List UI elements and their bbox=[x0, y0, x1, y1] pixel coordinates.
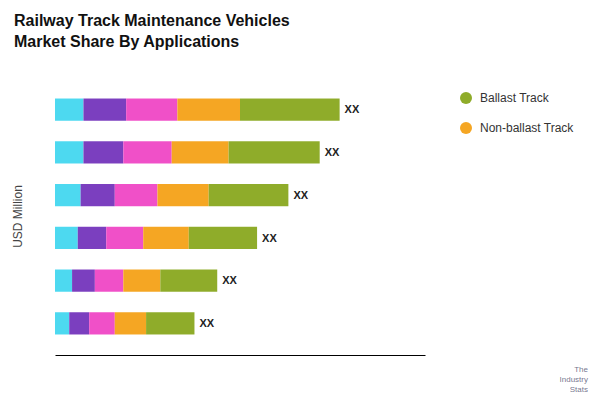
bar-segment bbox=[115, 312, 146, 334]
y-axis-label: USD Million bbox=[11, 185, 25, 248]
bar-segment bbox=[72, 270, 95, 292]
bar-segment bbox=[209, 184, 289, 206]
legend-label: Ballast Track bbox=[480, 91, 550, 105]
bar-label: XX bbox=[222, 274, 237, 286]
series bbox=[69, 99, 126, 335]
chart: Railway Track Maintenance VehiclesMarket… bbox=[0, 0, 600, 400]
bar-segment bbox=[83, 99, 126, 121]
bars bbox=[55, 99, 340, 335]
bar-segment bbox=[177, 99, 240, 121]
legend-label: Non-ballast Track bbox=[480, 121, 574, 135]
bar-label: XX bbox=[199, 317, 214, 329]
legend-swatch bbox=[460, 92, 472, 104]
legend-item: Ballast Track bbox=[460, 91, 550, 105]
bar-labels: XX XX XX XX XX XX bbox=[199, 103, 359, 329]
legend-swatch bbox=[460, 122, 472, 134]
bar-segment bbox=[69, 312, 89, 334]
title: Railway Track Maintenance VehiclesMarket… bbox=[14, 12, 290, 50]
legend-item: Non-ballast Track bbox=[460, 121, 574, 135]
bar-segment bbox=[123, 141, 171, 163]
bar-segment bbox=[55, 227, 78, 249]
bar-segment bbox=[189, 227, 257, 249]
bar-label: XX bbox=[262, 232, 277, 244]
bar-segment bbox=[55, 99, 83, 121]
legend: Ballast Track Non-ballast Track bbox=[460, 91, 574, 135]
bar-segment bbox=[172, 141, 229, 163]
bar-segment bbox=[55, 184, 81, 206]
bar-segment bbox=[95, 270, 123, 292]
bar-segment bbox=[160, 270, 217, 292]
bar-segment bbox=[106, 227, 143, 249]
annotation: TheIndustryStats bbox=[560, 365, 589, 394]
bar-segment bbox=[55, 312, 69, 334]
bar-label: XX bbox=[325, 146, 340, 158]
series bbox=[55, 99, 83, 335]
bar-segment bbox=[146, 312, 194, 334]
x-axis bbox=[56, 355, 426, 356]
bar-segment bbox=[55, 141, 83, 163]
bar-segment bbox=[89, 312, 115, 334]
bar-segment bbox=[240, 99, 340, 121]
series bbox=[89, 99, 177, 335]
axis-line bbox=[56, 355, 426, 356]
bar-label: XX bbox=[293, 189, 308, 201]
bar-segment bbox=[157, 184, 208, 206]
bar-segment bbox=[143, 227, 189, 249]
series bbox=[146, 99, 340, 335]
bar-segment bbox=[78, 227, 106, 249]
series bbox=[115, 99, 240, 335]
bar-segment bbox=[123, 270, 160, 292]
bar-segment bbox=[229, 141, 320, 163]
bar-segment bbox=[83, 141, 123, 163]
bar-label: XX bbox=[345, 103, 360, 115]
bar-segment bbox=[115, 184, 158, 206]
bar-segment bbox=[126, 99, 177, 121]
plot-area: XX XX XX XX XX XX bbox=[55, 99, 426, 356]
bar-segment bbox=[55, 270, 72, 292]
bar-segment bbox=[81, 184, 115, 206]
